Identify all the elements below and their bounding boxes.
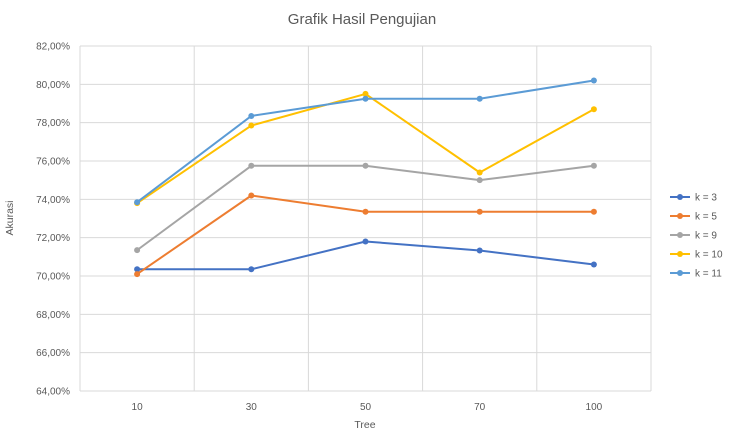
y-tick-label: 70,00% [36,272,70,283]
y-tick-label: 66,00% [36,348,70,359]
series-point [362,95,369,102]
series-point [590,106,597,113]
series-point [248,192,255,199]
series-line-4 [136,92,595,204]
series-point [590,261,597,268]
y-tick-label: 64,00% [36,387,70,398]
series-point [590,162,597,169]
x-tick-label: 50 [360,402,372,413]
chart-title: Grafik Hasil Pengujian [288,11,436,28]
gridlines [79,45,652,392]
series-point [362,162,369,169]
y-tick-label: 72,00% [36,233,70,244]
legend-swatch-marker [677,270,683,276]
legend-label: k = 9 [695,231,717,242]
series-line-1 [137,240,595,271]
legend-label: k = 3 [695,193,717,204]
series-line-2 [136,194,594,275]
y-tick-label: 68,00% [36,310,70,321]
legend-swatch-marker [677,194,683,200]
series-point [476,177,483,184]
series-point [134,199,141,206]
y-axis-label: Akurasi [4,200,16,235]
y-tick-label: 82,00% [36,42,70,53]
series-point [476,169,483,176]
x-axis-ticks: 10 30 50 70 100 [132,402,603,413]
legend: k = 3 k = 5 k = 9 k = 10 k = 11 [670,193,723,280]
series-point [590,208,597,215]
x-tick-label: 100 [586,402,603,413]
legend-swatch-marker [677,232,683,238]
x-tick-label: 30 [246,402,258,413]
series-point [134,266,141,273]
series-point [248,122,255,129]
series-point [590,77,597,84]
plot-series [134,77,597,278]
series-point [476,208,483,215]
legend-swatch-marker [677,213,683,219]
y-tick-label: 76,00% [36,157,70,168]
series-point [362,208,369,215]
series-point [476,95,483,102]
legend-swatch-marker [677,251,683,257]
y-tick-label: 78,00% [36,118,70,129]
series-point [476,247,483,254]
series-point [248,266,255,273]
y-axis-ticks: 64,00% 66,00% 68,00% 70,00% 72,00% 74,00% 76,0… [36,42,70,398]
x-tick-label: 10 [132,402,144,413]
x-tick-label: 70 [474,402,486,413]
legend-label: k = 10 [695,250,723,261]
series-point [134,271,141,278]
legend-label: k = 11 [695,269,722,280]
series-point [248,162,255,169]
legend-label: k = 5 [695,212,717,223]
series-point [362,90,369,97]
y-tick-label: 80,00% [36,80,70,91]
x-axis-label: Tree [354,419,375,431]
series-point [134,247,141,254]
y-tick-label: 74,00% [36,195,70,206]
series-point [248,112,255,119]
series-point [362,238,369,245]
